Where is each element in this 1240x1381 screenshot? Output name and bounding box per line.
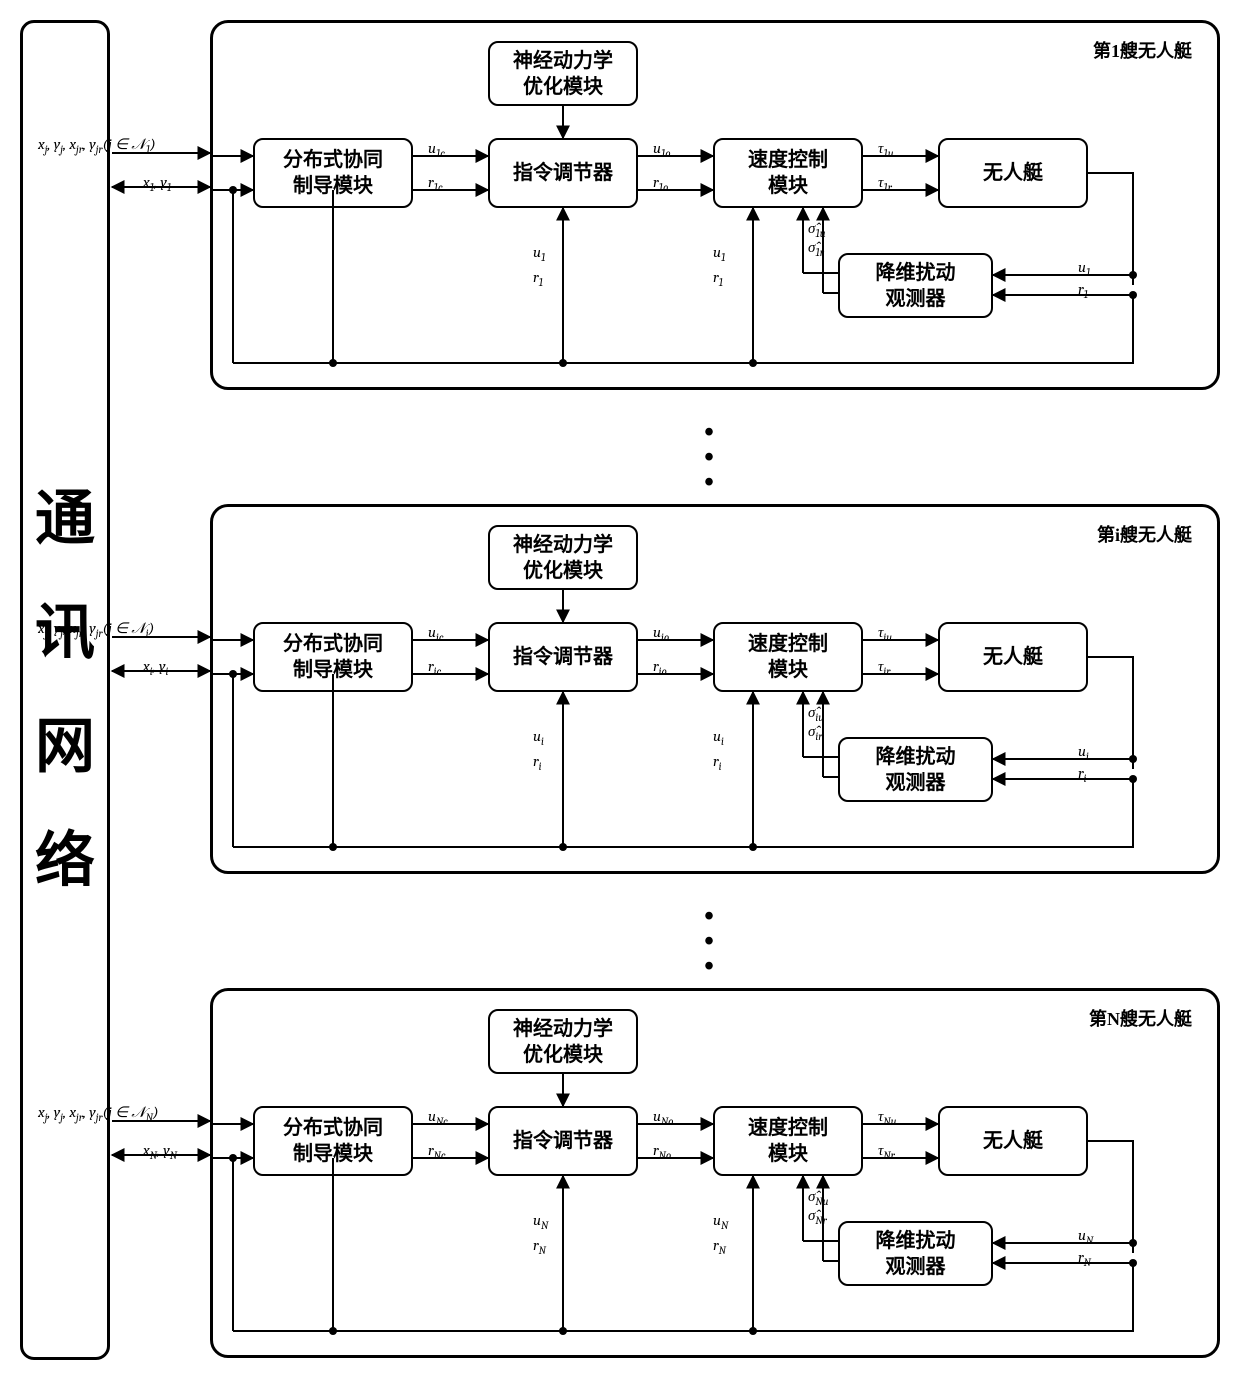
signal-label: σ̂Nr (808, 1206, 827, 1227)
signal-label: xi, yi (143, 657, 168, 678)
signal-label: σ̂1u (808, 219, 826, 240)
signal-label: rNc (428, 1141, 446, 1162)
signal-label: uN (533, 1211, 548, 1232)
panel-title: 第i艘无人艇 (1097, 521, 1192, 547)
signal-label: xj, yj, xjr, yjr(j ∈ 𝒩1) (38, 135, 156, 156)
signal-label: uio (653, 623, 669, 644)
signal-label: ui (1078, 742, 1089, 763)
node-boat: 无人艇 (938, 1106, 1088, 1176)
signal-label: σ̂iu (808, 703, 824, 724)
node-observer: 降维扰动观测器 (838, 1221, 993, 1286)
signal-label: u1 (533, 243, 545, 264)
signal-label: ri (1078, 764, 1087, 785)
panel-wires (213, 23, 1223, 393)
signal-label: ui (533, 727, 544, 748)
node-observer: 降维扰动观测器 (838, 253, 993, 318)
signal-label: xj, yj, xjr, yjr(j ∈ 𝒩i) (38, 619, 154, 640)
vessel-panel-1: 第1艘无人艇 神经动力学优化模块分布式协同制导模块 指令调节器 速度控制模块 无人艇降维… (210, 20, 1220, 390)
signal-label: ric (428, 657, 441, 678)
node-neuro: 神经动力学优化模块 (488, 1009, 638, 1074)
signal-label: uN (713, 1211, 728, 1232)
node-boat: 无人艇 (938, 622, 1088, 692)
node-guidance: 分布式协同制导模块 (253, 622, 413, 692)
signal-label: ri (713, 752, 722, 773)
signal-label: τir (878, 657, 890, 678)
node-cmdreg: 指令调节器 (488, 1106, 638, 1176)
panel-wires (213, 507, 1223, 877)
signal-label: τNu (878, 1107, 896, 1128)
comm-ch-2: 网 (35, 690, 95, 804)
vessel-panel-i: 第i艘无人艇 神经动力学优化模块分布式协同制导模块 指令调节器 速度控制模块 无人艇降维… (210, 504, 1220, 874)
comm-network-box: 通 讯 网 络 (20, 20, 110, 1360)
node-cmdreg: 指令调节器 (488, 138, 638, 208)
signal-label: u1 (713, 243, 725, 264)
node-guidance: 分布式协同制导模块 (253, 1106, 413, 1176)
signal-label: u1 (1078, 258, 1090, 279)
signal-label: σ̂Nu (808, 1187, 828, 1208)
signal-label: r1o (653, 173, 668, 194)
signal-label: rio (653, 657, 667, 678)
node-neuro: 神经动力学优化模块 (488, 525, 638, 590)
signal-label: τ1r (878, 173, 892, 194)
signal-label: xj, yj, xjr, yjr(j ∈ 𝒩N) (38, 1103, 159, 1124)
signal-label: xN, yN (143, 1141, 177, 1162)
node-speed: 速度控制模块 (713, 1106, 863, 1176)
vertical-ellipsis: ••• (690, 420, 730, 496)
signal-label: uNc (428, 1107, 448, 1128)
signal-label: rN (1078, 1248, 1091, 1269)
signal-label: τiu (878, 623, 892, 644)
signal-label: u1c (428, 139, 445, 160)
panel-title: 第N艘无人艇 (1089, 1005, 1192, 1031)
node-speed: 速度控制模块 (713, 138, 863, 208)
vertical-ellipsis: ••• (690, 904, 730, 980)
comm-ch-0: 通 (35, 462, 95, 576)
panel-wires (213, 991, 1223, 1361)
node-boat: 无人艇 (938, 138, 1088, 208)
signal-label: rN (713, 1236, 726, 1257)
signal-label: r1 (533, 268, 543, 289)
signal-label: r1 (713, 268, 723, 289)
signal-label: ri (533, 752, 542, 773)
node-observer: 降维扰动观测器 (838, 737, 993, 802)
signal-label: σ̂1r (808, 238, 824, 259)
node-guidance: 分布式协同制导模块 (253, 138, 413, 208)
signal-label: ui (713, 727, 724, 748)
signal-label: uN (1078, 1226, 1093, 1247)
signal-label: rN (533, 1236, 546, 1257)
node-neuro: 神经动力学优化模块 (488, 41, 638, 106)
signal-label: rNo (653, 1141, 671, 1162)
node-cmdreg: 指令调节器 (488, 622, 638, 692)
signal-label: τ1u (878, 139, 894, 160)
signal-label: x1, y1 (143, 173, 171, 194)
signal-label: uic (428, 623, 444, 644)
signal-label: r1c (428, 173, 443, 194)
comm-ch-3: 络 (35, 804, 95, 918)
panel-title: 第1艘无人艇 (1093, 37, 1192, 63)
signal-label: r1 (1078, 280, 1088, 301)
signal-label: uNo (653, 1107, 673, 1128)
signal-label: u1o (653, 139, 671, 160)
signal-label: τNr (878, 1141, 895, 1162)
node-speed: 速度控制模块 (713, 622, 863, 692)
vessel-panel-N: 第N艘无人艇 神经动力学优化模块分布式协同制导模块 指令调节器 速度控制模块 无人艇降维… (210, 988, 1220, 1358)
signal-label: σ̂ir (808, 722, 822, 743)
